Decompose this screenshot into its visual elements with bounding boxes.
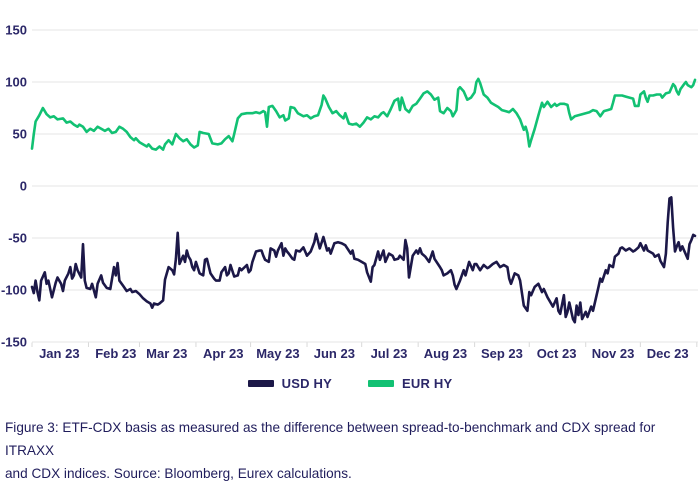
eur-hy-legend-label: EUR HY xyxy=(402,375,453,391)
x-axis-ticks xyxy=(31,342,698,347)
x-tick-label: Mar 23 xyxy=(146,346,187,361)
legend-item-usd-hy: USD HY xyxy=(247,375,332,391)
x-tick-label: Jun 23 xyxy=(314,346,355,361)
gridlines xyxy=(32,29,698,343)
figure-caption-line1: Figure 3: ETF-CDX basis as measured as t… xyxy=(5,420,656,458)
x-tick-label: Jan 23 xyxy=(39,346,79,361)
x-tick-label: Sep 23 xyxy=(481,346,523,361)
x-tick-label: Dec 23 xyxy=(647,346,689,361)
y-axis-labels: 150 100 50 0 -50 -100 -150 xyxy=(1,23,27,350)
y-tick-label: 0 xyxy=(20,179,27,194)
usd-hy-legend-label: USD HY xyxy=(281,375,332,391)
legend-item-eur-hy: EUR HY xyxy=(368,376,452,391)
etf-cdx-basis-chart: 150 100 50 0 -50 -100 -150 Jan 23 Feb 23 Mar 23 A… xyxy=(1,23,698,361)
y-tick-label: -100 xyxy=(1,283,27,298)
x-tick-label: May 23 xyxy=(256,346,299,361)
x-tick-label: Jul 23 xyxy=(371,346,408,361)
y-tick-label: 150 xyxy=(5,23,27,38)
figure-caption-line2: and CDX indices. Source: Bloomberg, Eure… xyxy=(5,466,352,481)
eur-hy-line xyxy=(30,77,697,151)
x-axis-labels: Jan 23 Feb 23 Mar 23 Apr 23 May 23 Jun 23 Jul … xyxy=(39,346,689,361)
y-tick-label: 100 xyxy=(5,75,27,90)
usd-hy-line xyxy=(30,196,697,324)
y-tick-label: 50 xyxy=(13,127,27,142)
x-tick-label: Oct 23 xyxy=(537,346,577,361)
figure-caption: Figure 3: ETF-CDX basis as measured as t… xyxy=(0,416,700,485)
x-tick-label: Nov 23 xyxy=(592,346,635,361)
y-tick-label: -150 xyxy=(1,335,27,350)
chart-legend: USD HY EUR HY xyxy=(0,374,700,392)
x-tick-label: Feb 23 xyxy=(95,346,136,361)
usd-hy-swatch xyxy=(247,379,274,387)
eur-hy-swatch xyxy=(368,379,394,387)
x-tick-label: Apr 23 xyxy=(203,346,243,361)
x-tick-label: Aug 23 xyxy=(424,346,467,361)
y-tick-label: -50 xyxy=(8,231,27,246)
